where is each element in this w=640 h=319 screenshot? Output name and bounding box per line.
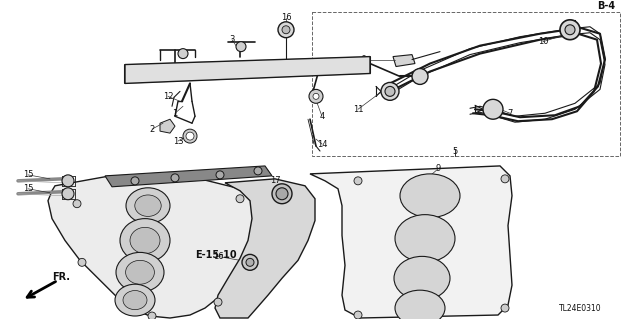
Polygon shape [393,55,415,67]
Text: 8: 8 [192,174,198,183]
Ellipse shape [400,174,460,218]
Circle shape [272,184,292,204]
Text: 3: 3 [229,35,235,44]
Text: E-15-10: E-15-10 [195,250,237,260]
Circle shape [73,200,81,208]
Text: 10: 10 [538,37,548,46]
Circle shape [560,20,580,40]
Circle shape [131,177,139,185]
Ellipse shape [123,291,147,310]
Text: 6: 6 [360,55,365,64]
Circle shape [276,188,288,200]
Circle shape [313,93,319,99]
Text: 2: 2 [149,125,155,134]
Circle shape [78,258,86,266]
Text: 11: 11 [353,105,364,114]
Ellipse shape [115,284,155,316]
Text: 1: 1 [172,109,178,118]
Polygon shape [105,166,272,187]
Text: 17: 17 [269,176,280,185]
Text: 9: 9 [435,164,440,174]
Bar [312,12,620,156]
Text: TL24E0310: TL24E0310 [559,304,602,313]
Circle shape [171,174,179,182]
Circle shape [62,175,74,187]
Circle shape [246,258,254,266]
Ellipse shape [395,215,455,262]
Ellipse shape [394,256,450,300]
Text: 15: 15 [23,170,33,179]
Circle shape [186,132,194,140]
Circle shape [236,195,244,203]
Text: 4: 4 [319,112,324,121]
Circle shape [183,129,197,143]
Text: 16: 16 [281,13,291,22]
Polygon shape [310,166,512,318]
Circle shape [354,311,362,319]
Text: FR.: FR. [52,272,70,282]
Text: B-4: B-4 [597,1,615,11]
Ellipse shape [130,227,160,254]
Circle shape [483,99,503,119]
Text: 13: 13 [173,137,183,145]
Polygon shape [125,56,370,84]
Ellipse shape [135,195,161,216]
Circle shape [242,254,258,270]
Text: 12: 12 [163,92,173,101]
Circle shape [501,304,509,312]
Circle shape [565,25,575,35]
Circle shape [354,177,362,185]
Circle shape [381,82,399,100]
Circle shape [309,89,323,103]
Circle shape [216,171,224,179]
Circle shape [278,22,294,38]
Text: 7: 7 [508,109,513,118]
Ellipse shape [125,260,154,284]
Polygon shape [48,176,258,318]
Ellipse shape [116,252,164,292]
Circle shape [412,69,428,85]
Circle shape [148,312,156,319]
Text: 14: 14 [317,139,327,149]
Text: 5: 5 [452,146,458,156]
Circle shape [236,42,246,52]
Ellipse shape [120,219,170,262]
Text: 16: 16 [212,252,223,261]
Polygon shape [215,179,315,318]
Ellipse shape [395,290,445,319]
Text: 15: 15 [23,184,33,193]
Ellipse shape [126,188,170,224]
Circle shape [282,26,290,34]
Circle shape [178,48,188,59]
Polygon shape [160,119,175,133]
Circle shape [214,298,222,306]
Circle shape [254,167,262,175]
Circle shape [501,175,509,183]
Circle shape [385,86,395,96]
Circle shape [62,188,74,200]
